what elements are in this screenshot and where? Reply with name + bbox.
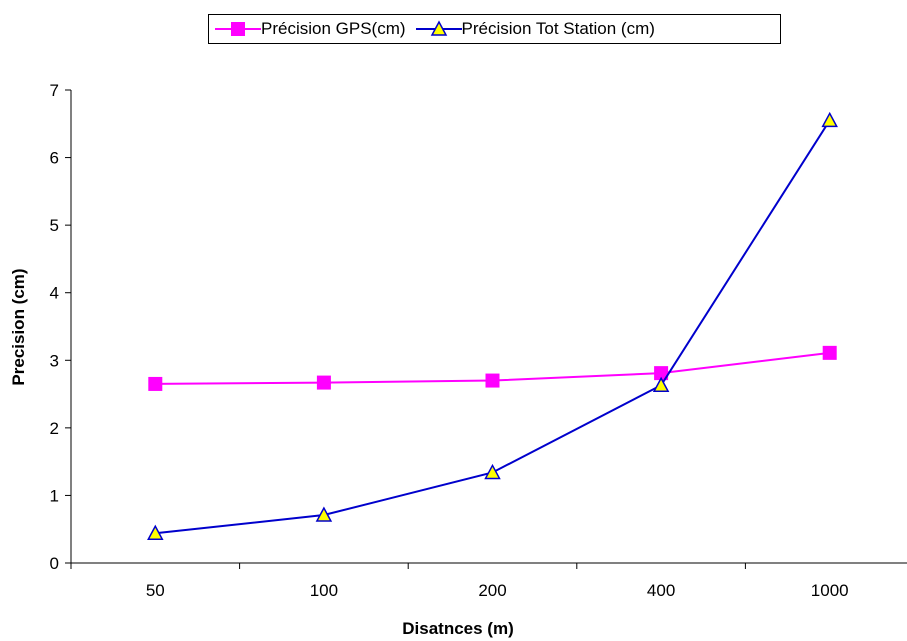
x-tick-label: 400	[647, 581, 675, 600]
data-point	[148, 376, 163, 391]
x-tick-label: 100	[310, 581, 338, 600]
legend-item-total-station: Précision Tot Station (cm)	[415, 19, 655, 39]
y-tick-label: 2	[50, 419, 59, 438]
legend-label-gps: Précision GPS(cm)	[261, 19, 406, 38]
series-1	[148, 345, 837, 391]
data-point	[652, 376, 670, 393]
y-tick-label: 7	[50, 81, 59, 100]
x-tick-label: 50	[146, 581, 165, 600]
legend: Précision GPS(cm) Précision Tot Station …	[208, 14, 781, 44]
y-axis-ticks: 0 1 2 3 4 5 6 7	[50, 81, 71, 573]
legend-swatch-triangle-icon	[415, 20, 462, 36]
x-tick-label: 1000	[811, 581, 849, 600]
data-point	[315, 506, 333, 522]
data-point	[316, 375, 331, 390]
y-axis-title: Precision (cm)	[9, 268, 28, 385]
series-2	[147, 111, 838, 541]
y-tick-label: 1	[50, 486, 59, 505]
y-tick-label: 4	[50, 284, 59, 303]
y-tick-label: 5	[50, 216, 59, 235]
x-axis-ticks: 50 100 200 400 1000	[70, 563, 849, 600]
x-tick-label: 200	[478, 581, 506, 600]
legend-swatch-square-icon	[215, 22, 261, 36]
y-tick-label: 6	[50, 149, 59, 168]
y-tick-label: 3	[50, 351, 59, 370]
y-tick-label: 0	[50, 554, 59, 573]
series-group	[147, 111, 838, 541]
data-point	[821, 111, 838, 128]
axes	[70, 90, 907, 564]
data-point	[654, 366, 669, 381]
data-point	[484, 463, 501, 480]
x-axis-title: Disatnces (m)	[402, 619, 513, 638]
data-point	[147, 524, 164, 541]
legend-item-gps: Précision GPS(cm)	[215, 19, 406, 39]
data-point	[822, 345, 837, 360]
data-point	[485, 373, 500, 388]
legend-label-total-station: Précision Tot Station (cm)	[461, 19, 655, 38]
